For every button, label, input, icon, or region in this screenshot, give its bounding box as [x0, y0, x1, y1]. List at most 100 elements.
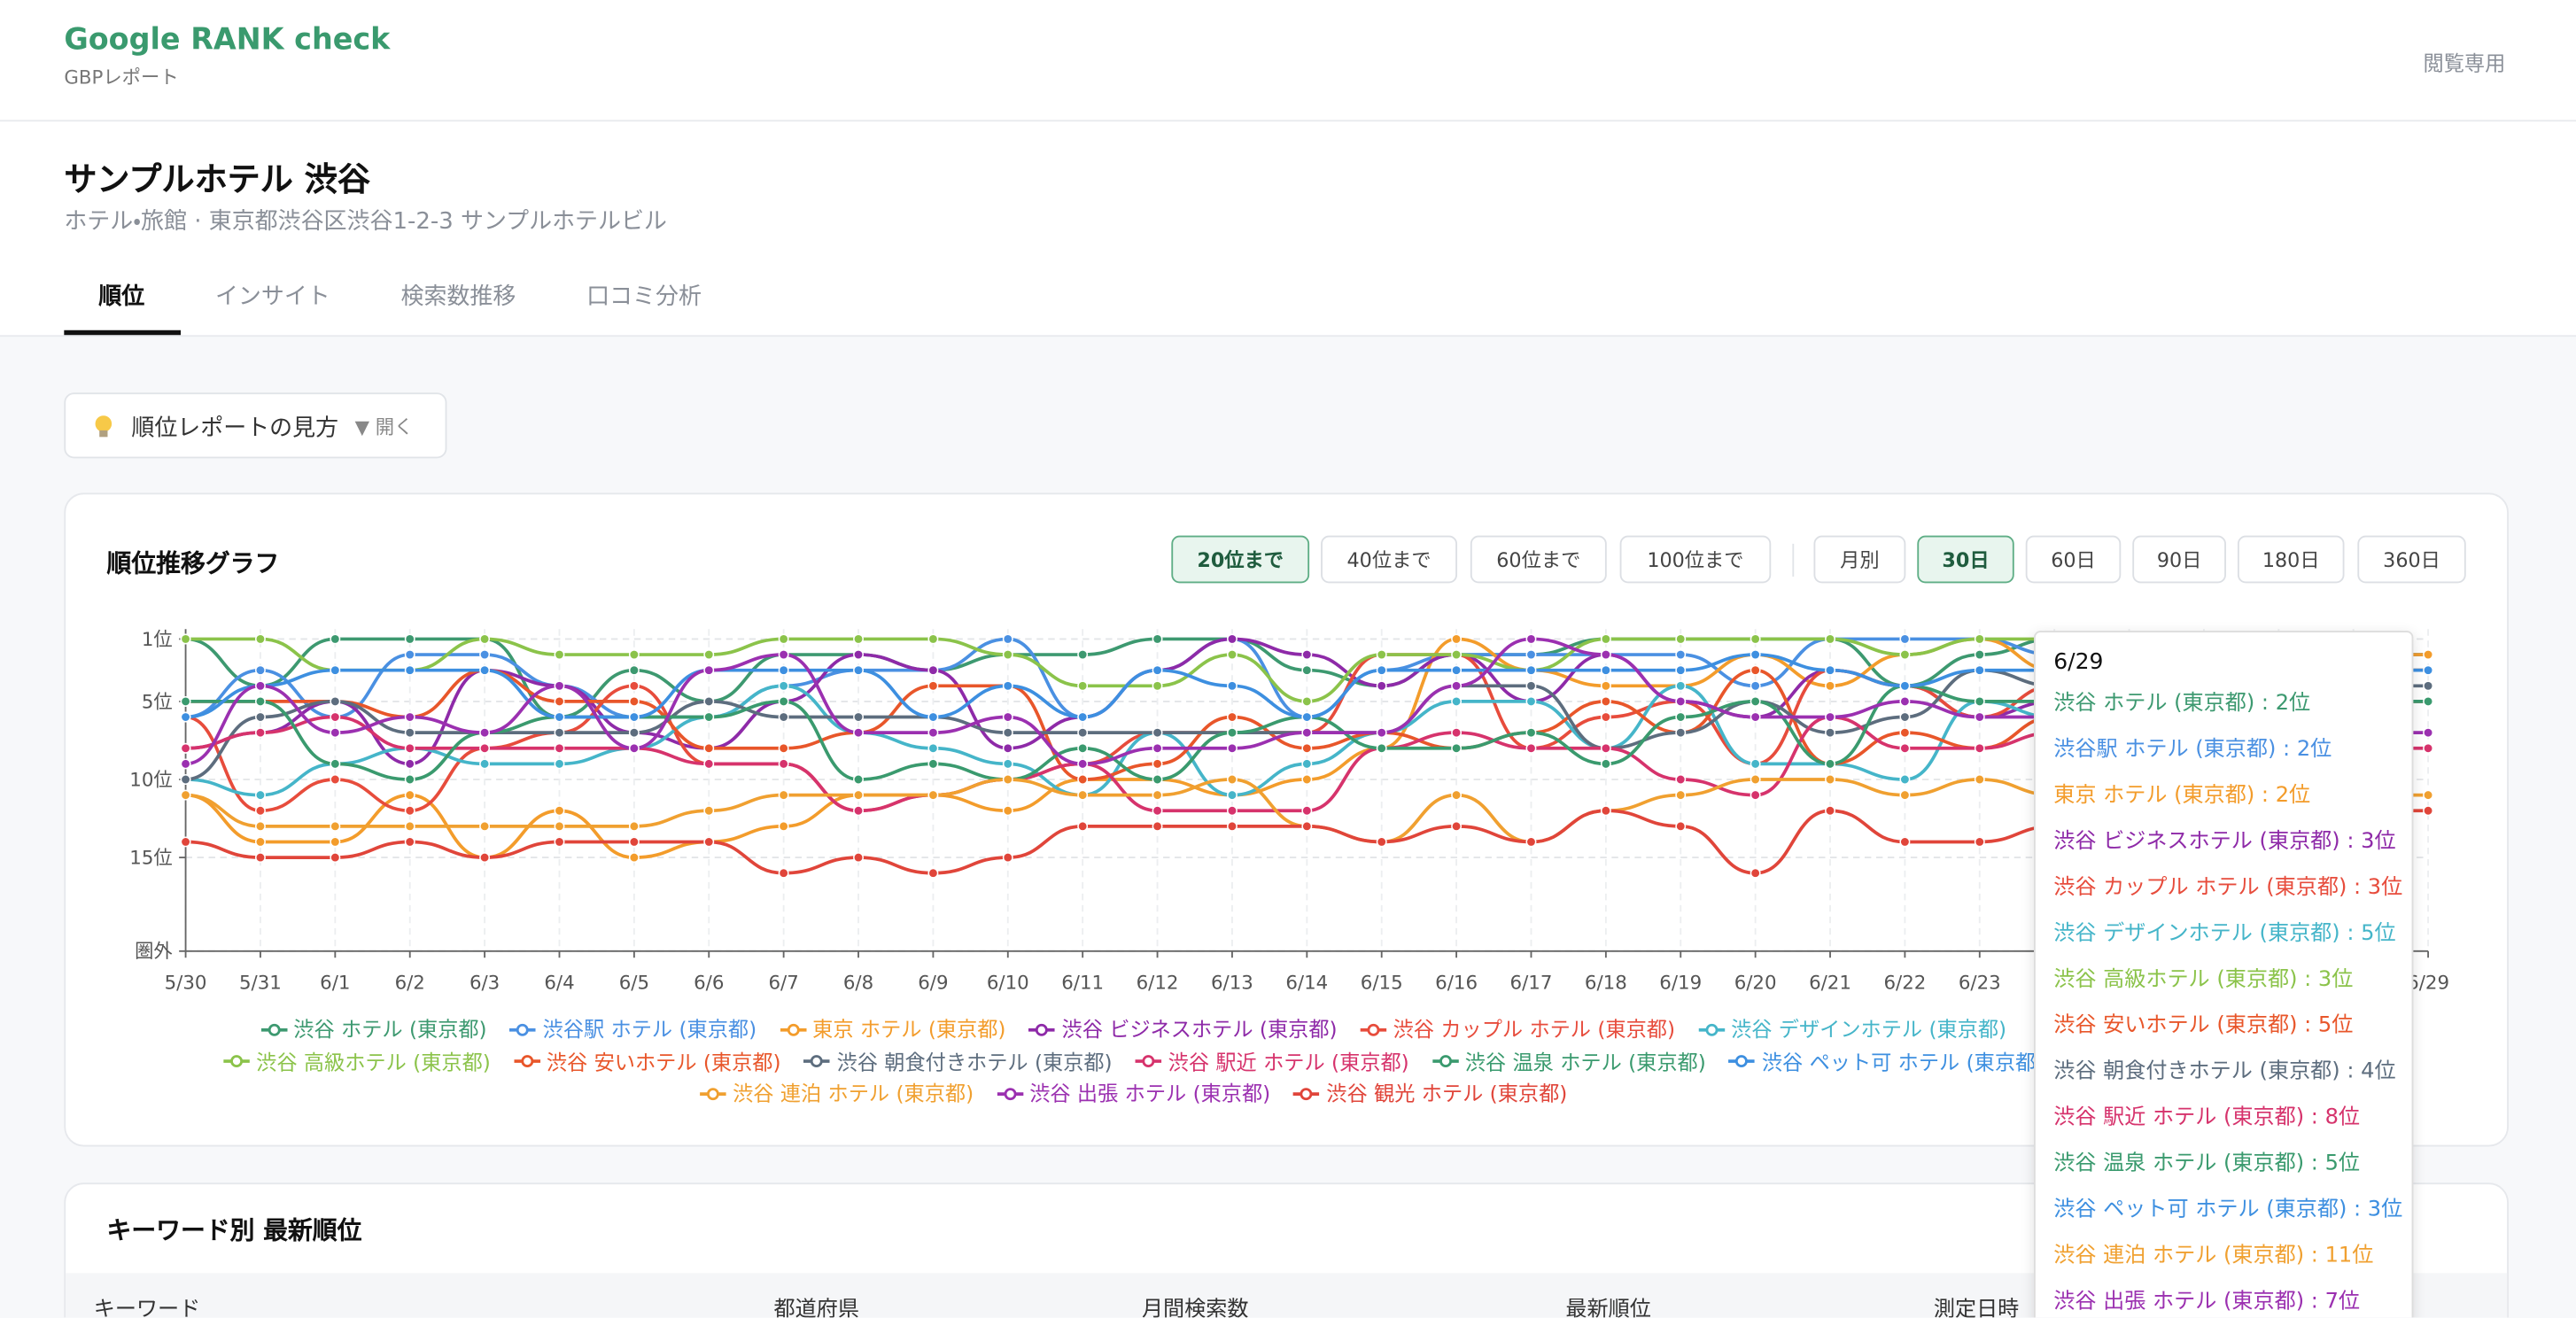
legend-item[interactable]: 渋谷 デザインホテル (東京都): [1697, 1013, 2006, 1045]
data-point: [1899, 789, 1911, 801]
x-tick-label: 6/12: [1137, 972, 1179, 994]
legend-dot: [229, 1055, 243, 1068]
tab[interactable]: 順位: [98, 283, 145, 311]
column-header: 最新順位: [1565, 1298, 1651, 1318]
tooltip-title: 6/29: [2053, 648, 2104, 676]
filter-button[interactable]: 60日: [2025, 535, 2122, 584]
data-point: [1077, 758, 1089, 770]
bulb-icon: [95, 415, 113, 438]
data-point: [1077, 774, 1089, 785]
data-point: [853, 727, 864, 739]
legend-item[interactable]: 東京 ホテル (東京都): [780, 1013, 1005, 1045]
tab[interactable]: インサイト: [214, 283, 330, 311]
data-point: [330, 852, 341, 864]
data-point: [404, 820, 415, 832]
filter-button[interactable]: 180日: [2237, 535, 2345, 584]
data-point: [1376, 649, 1387, 660]
legend-item[interactable]: 渋谷 安いホテル (東京都): [513, 1045, 781, 1077]
data-point: [479, 742, 491, 754]
data-point: [1525, 695, 1537, 707]
filter-button[interactable]: 360日: [2357, 535, 2466, 584]
data-point: [628, 649, 640, 660]
data-point: [1675, 789, 1687, 801]
x-tick-label: 6/4: [544, 972, 574, 994]
data-point: [1525, 727, 1537, 739]
y-tick-label: 10位: [129, 769, 172, 791]
data-point: [255, 836, 266, 848]
tab[interactable]: 口コミ分析: [586, 283, 702, 311]
data-point: [778, 820, 789, 832]
chart-card-title: 順位推移グラフ: [106, 548, 280, 578]
series-line: [185, 637, 2429, 766]
data-point: [1227, 774, 1238, 785]
guide-toggle[interactable]: 順位レポートの見方 ▼ 開く: [64, 392, 447, 459]
legend-item[interactable]: 渋谷 温泉 ホテル (東京都): [1432, 1045, 1706, 1077]
legend-item[interactable]: 渋谷 朝食付きホテル (東京都): [803, 1045, 1113, 1077]
x-tick-label: 6/14: [1285, 972, 1328, 994]
filter-button[interactable]: 40位まで: [1321, 535, 1458, 584]
data-point: [1525, 836, 1537, 848]
legend-label: 渋谷 ホテル (東京都): [293, 1016, 487, 1042]
filter-button[interactable]: 60位まで: [1470, 535, 1607, 584]
filter-button[interactable]: 月別: [1813, 535, 1906, 584]
data-point: [479, 633, 491, 645]
legend-item[interactable]: 渋谷 ホテル (東京都): [260, 1013, 487, 1045]
filter-button[interactable]: 100位まで: [1619, 535, 1772, 584]
legend-item[interactable]: 渋谷 高級ホテル (東京都): [223, 1045, 491, 1077]
legend-item[interactable]: 渋谷 カップル ホテル (東京都): [1360, 1013, 1676, 1045]
app-title: Google RANK check: [64, 22, 391, 58]
data-point: [1525, 633, 1537, 645]
data-point: [1227, 680, 1238, 692]
data-point: [1077, 649, 1089, 660]
hotel-name: サンプルホテル 渋谷: [64, 159, 370, 199]
tooltip-line: 渋谷 ペット可 ホテル (東京都) : 3位: [2053, 1197, 2403, 1222]
data-point: [927, 867, 939, 879]
legend-dot: [1439, 1055, 1452, 1068]
legend-label: 渋谷 カップル ホテル (東京都): [1393, 1016, 1676, 1042]
column-header: 測定日時: [1933, 1298, 2020, 1318]
filter-button[interactable]: 30日: [1917, 535, 2014, 584]
legend-item[interactable]: 渋谷 観光 ホテル (東京都): [1293, 1078, 1567, 1110]
data-point: [1974, 633, 1985, 645]
data-point: [1227, 789, 1238, 801]
legend-item[interactable]: 渋谷 連泊 ホテル (東京都): [699, 1078, 974, 1110]
legend-dot: [1142, 1055, 1155, 1068]
legend-item[interactable]: 渋谷 駅近 ホテル (東京都): [1135, 1045, 1409, 1077]
tab[interactable]: 検索数推移: [400, 283, 516, 311]
x-tick-label: 6/19: [1659, 972, 1702, 994]
data-point: [1825, 664, 1835, 676]
tooltip-line: 渋谷 ビジネスホテル (東京都) : 3位: [2053, 829, 2396, 855]
data-point: [1675, 680, 1687, 692]
data-point: [1227, 711, 1238, 723]
data-point: [404, 727, 415, 739]
data-point: [1600, 742, 1611, 754]
data-point: [479, 758, 491, 770]
legend-dot: [811, 1055, 824, 1068]
data-point: [853, 789, 864, 801]
data-point: [1227, 742, 1238, 754]
data-point: [703, 695, 715, 707]
legend-item[interactable]: 渋谷駅 ホテル (東京都): [509, 1013, 757, 1045]
x-tick-label: 6/8: [843, 972, 873, 994]
legend-label: 渋谷 ペット可 ホテル (東京都): [1761, 1049, 2045, 1074]
data-point: [255, 695, 266, 707]
legend-item[interactable]: 渋谷 ペット可 ホテル (東京都): [1728, 1045, 2045, 1077]
legend-dot: [1735, 1055, 1749, 1068]
data-point: [1301, 727, 1313, 739]
data-point: [703, 664, 715, 676]
data-point: [628, 711, 640, 723]
tooltip: 6/29 渋谷 ホテル (東京都) : 2位 渋谷駅 ホテル (東京都) : 2位…: [2033, 631, 2414, 1318]
data-point: [330, 695, 341, 707]
data-point: [853, 664, 864, 676]
data-point: [1600, 805, 1611, 817]
legend-item[interactable]: 渋谷 出張 ホテル (東京都): [997, 1078, 1270, 1110]
legend-marker: [1028, 1023, 1056, 1036]
data-point: [927, 680, 939, 692]
tab-underline: [64, 330, 182, 336]
legend-item[interactable]: 渋谷 ビジネスホテル (東京都): [1028, 1013, 1338, 1045]
filter-button[interactable]: 20位まで: [1171, 535, 1310, 584]
legend-label: 渋谷 観光 ホテル (東京都): [1326, 1081, 1568, 1106]
filter-button[interactable]: 90日: [2132, 535, 2226, 584]
data-point: [1002, 774, 1013, 785]
